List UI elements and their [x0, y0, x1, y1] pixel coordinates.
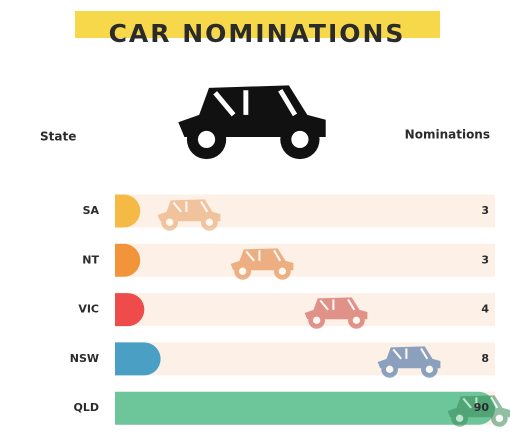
- bar: [115, 392, 495, 425]
- category-label: NT: [82, 253, 99, 266]
- bar: [115, 342, 161, 375]
- category-axis-title: State: [40, 130, 76, 144]
- value-label: 3: [481, 253, 489, 266]
- category-label: NSW: [70, 352, 99, 365]
- value-label: 3: [481, 204, 489, 217]
- category-label: VIC: [78, 303, 99, 316]
- value-label: 4: [481, 303, 489, 316]
- buggy-icon: [178, 85, 325, 159]
- bar-track: [115, 244, 495, 277]
- category-label: SA: [83, 204, 100, 217]
- bar-track: [115, 342, 495, 375]
- value-label: 8: [481, 352, 489, 365]
- chart: CAR NOMINATIONS State Nominations SA 3 NT 3…: [0, 0, 510, 445]
- value-axis-title: Nominations: [405, 128, 490, 142]
- category-label: QLD: [74, 401, 100, 414]
- chart-title: CAR NOMINATIONS: [109, 19, 406, 48]
- value-label: 90: [474, 401, 490, 414]
- bar-track: [115, 293, 495, 326]
